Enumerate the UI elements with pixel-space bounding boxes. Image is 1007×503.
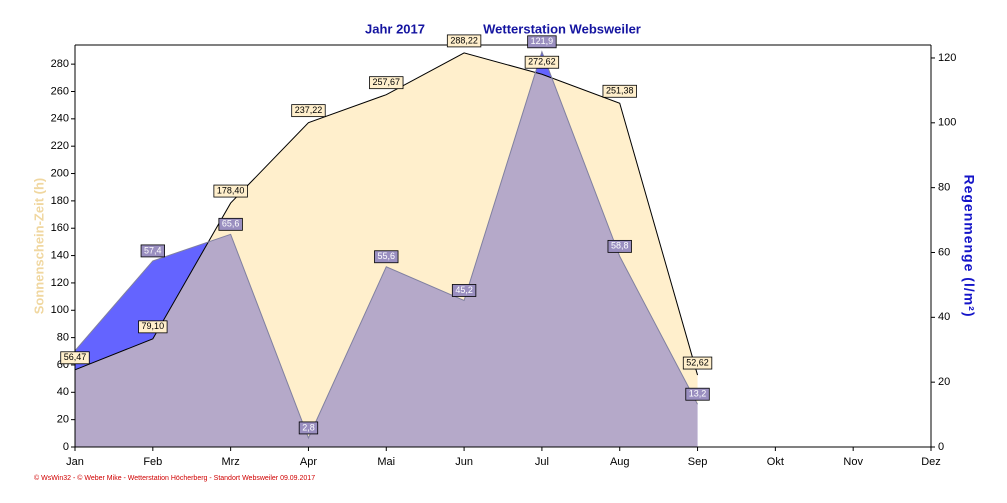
- value-label: 58,8: [611, 241, 629, 251]
- x-tick-label: Dez: [921, 456, 941, 468]
- value-label: 288,22: [450, 35, 478, 45]
- value-label-box: [369, 76, 404, 90]
- value-label-box: [291, 104, 326, 118]
- y-axis-label: Sonnenschein-Zeit (h): [31, 178, 46, 315]
- value-label-box: [607, 239, 632, 253]
- x-tick-label: Jul: [535, 456, 549, 468]
- value-label: 13,2: [689, 389, 707, 399]
- y-tick-label: 180: [51, 195, 69, 207]
- value-label: 79,10: [142, 321, 165, 331]
- y2-tick-label: 0: [938, 441, 944, 453]
- y-tick-label: 100: [51, 304, 69, 316]
- y2-tick-label: 80: [938, 182, 950, 194]
- value-label: 272,62: [528, 57, 556, 67]
- value-label-box: [446, 34, 482, 48]
- value-label: 52,62: [686, 357, 709, 367]
- x-tick-label: Feb: [143, 456, 162, 468]
- x-tick-label: Mrz: [221, 456, 239, 468]
- y2-tick-label: 100: [938, 117, 956, 129]
- value-label-box: [451, 284, 477, 297]
- value-label-box: [138, 320, 168, 334]
- value-label: 121,9: [531, 36, 554, 46]
- y-tick-label: 20: [57, 414, 69, 426]
- y2-tick-label: 20: [938, 376, 950, 388]
- x-tick-label: Aug: [610, 456, 630, 468]
- x-tick-label: Jan: [66, 456, 84, 468]
- y-tick-label: 200: [51, 167, 69, 179]
- y-tick-label: 220: [51, 140, 69, 152]
- value-label: 55,6: [378, 251, 396, 261]
- value-label-box: [524, 55, 560, 69]
- value-label: 237,22: [295, 105, 323, 115]
- value-label: 65,6: [222, 219, 240, 229]
- value-label: 45,2: [455, 285, 473, 295]
- y-tick-label: 140: [51, 249, 69, 261]
- chart-subtitle: Wetterstation Websweiler: [483, 21, 641, 36]
- value-label: 57,4: [144, 245, 162, 255]
- sunshine-line: [74, 52, 699, 376]
- value-label: 56,47: [64, 352, 87, 362]
- rain-line: [74, 50, 698, 440]
- y-tick-label: 160: [51, 222, 69, 234]
- y-tick-label: 120: [51, 277, 69, 289]
- value-label-box: [298, 421, 319, 435]
- y2-tick-label: 120: [938, 52, 956, 64]
- y2-tick-label: 60: [938, 246, 950, 258]
- value-label: 257,67: [373, 77, 401, 87]
- value-label: 251,38: [606, 86, 634, 96]
- x-tick-label: Mai: [377, 456, 395, 468]
- y-tick-label: 40: [57, 386, 69, 398]
- value-label: 178,40: [217, 185, 245, 195]
- x-tick-label: Apr: [300, 456, 317, 468]
- value-label-box: [218, 217, 243, 231]
- overlap-area: [75, 52, 698, 447]
- y-tick-label: 80: [57, 332, 69, 344]
- value-label-box: [140, 244, 165, 258]
- x-tick-label: Okt: [767, 456, 784, 468]
- value-label-box: [602, 84, 637, 98]
- y-tick-label: 0: [63, 441, 69, 453]
- value-label-box: [685, 387, 710, 401]
- y-tick-label: 260: [51, 85, 69, 97]
- y2-axis-label: Regenmenge (l/m²): [961, 174, 977, 317]
- y-tick-label: 280: [51, 58, 69, 70]
- footer: © WsWin32 - © Weber Mike - Wetterstation…: [34, 474, 315, 482]
- x-tick-label: Sep: [688, 456, 708, 468]
- value-label-box: [213, 184, 248, 198]
- value-label: 2,8: [302, 422, 315, 432]
- value-label-box: [374, 250, 399, 264]
- value-label-box: [527, 35, 557, 49]
- value-label-box: [682, 356, 713, 370]
- y-tick-label: 240: [51, 113, 69, 125]
- value-label-box: [60, 351, 90, 365]
- x-tick-label: Nov: [843, 456, 863, 468]
- y2-tick-label: 40: [938, 311, 950, 323]
- x-tick-label: Jun: [455, 456, 473, 468]
- chart-title: Jahr 2017: [365, 21, 425, 36]
